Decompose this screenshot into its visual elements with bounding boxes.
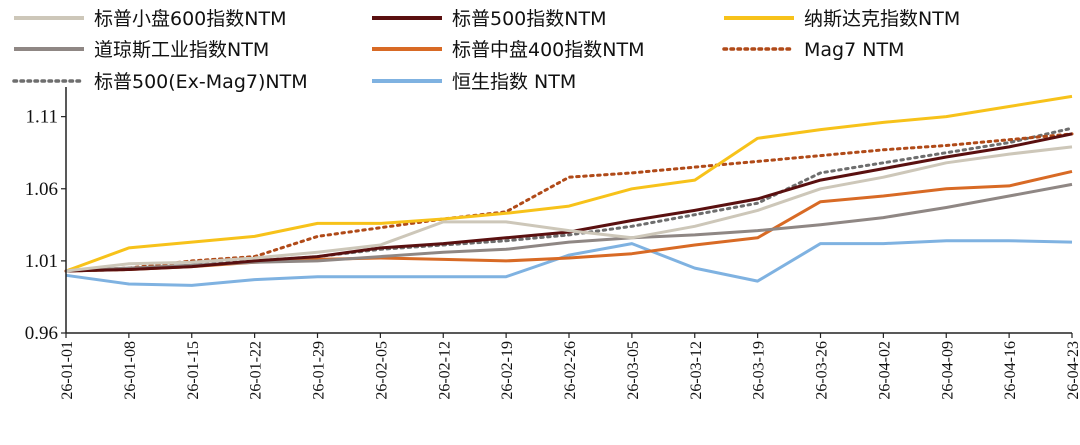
legend-label: 标普500(Ex-Mag7)NTM — [94, 71, 308, 93]
y-axis-ticks: 1.11 1.06 1.01 0.96 — [25, 107, 66, 344]
y-tick-label: 1.11 — [25, 107, 58, 128]
x-tick-label: 26-02-19 — [499, 341, 516, 400]
y-tick-label: 0.96 — [25, 323, 58, 344]
legend-label: Mag7 NTM — [804, 39, 904, 61]
x-tick-label: 26-03-05 — [625, 341, 642, 400]
x-tick-label: 26-01-22 — [248, 341, 265, 400]
x-tick-label: 26-01-29 — [311, 341, 328, 400]
series-line-6 — [64, 126, 1074, 273]
x-tick-label: 26-01-01 — [59, 341, 76, 400]
series-line-0 — [65, 145, 1073, 273]
series-line-7 — [65, 239, 1073, 287]
legend-item-5: Mag7 NTM — [722, 39, 904, 61]
x-tick-label: 26-04-02 — [876, 341, 893, 400]
legend-label: 标普500指数NTM — [452, 8, 606, 30]
x-tick-label: 26-02-05 — [373, 341, 390, 400]
series-line-2 — [65, 94, 1073, 273]
series-line-5 — [64, 132, 1074, 273]
x-tick-label: 26-04-09 — [939, 341, 956, 400]
legend-item-1: 标普500指数NTM — [372, 8, 606, 30]
legend-label: 标普中盘400指数NTM — [452, 39, 644, 61]
x-tick-label: 26-04-23 — [1065, 341, 1080, 400]
legend-label: 道琼斯工业指数NTM — [94, 39, 269, 61]
legend-item-0: 标普小盘600指数NTM — [14, 8, 286, 30]
legend-label: 恒生指数 NTM — [452, 71, 576, 93]
legend: 标普小盘600指数NTM 标普500指数NTM 纳斯达克指数NTM 道琼斯工业指数NT… — [12, 8, 960, 93]
legend-item-3: 道琼斯工业指数NTM — [14, 39, 269, 61]
x-tick-label: 26-04-16 — [1002, 341, 1019, 400]
x-tick-label: 26-03-26 — [814, 341, 831, 400]
x-tick-label: 26-03-12 — [688, 341, 705, 400]
x-axis-ticks: 26-01-01 26-01-08 26-01-15 26-01-22 26-01-29… — [59, 333, 1080, 400]
x-tick-label: 26-01-15 — [185, 341, 202, 400]
series-layer — [64, 94, 1074, 287]
legend-label: 纳斯达克指数NTM — [804, 8, 960, 30]
legend-item-2: 纳斯达克指数NTM — [724, 8, 960, 30]
x-tick-label: 26-01-08 — [122, 341, 139, 400]
y-tick-label: 1.06 — [25, 179, 58, 200]
legend-item-4: 标普中盘400指数NTM — [372, 39, 644, 61]
axes — [65, 87, 1072, 334]
y-tick-label: 1.01 — [25, 251, 58, 272]
legend-item-6: 标普500(Ex-Mag7)NTM — [12, 71, 308, 93]
x-tick-label: 26-03-19 — [751, 341, 768, 400]
x-tick-label: 26-02-12 — [436, 341, 453, 400]
legend-label: 标普小盘600指数NTM — [94, 8, 286, 30]
series-line-1 — [65, 132, 1073, 273]
legend-item-7: 恒生指数 NTM — [372, 71, 576, 93]
x-tick-label: 26-02-26 — [562, 341, 579, 400]
